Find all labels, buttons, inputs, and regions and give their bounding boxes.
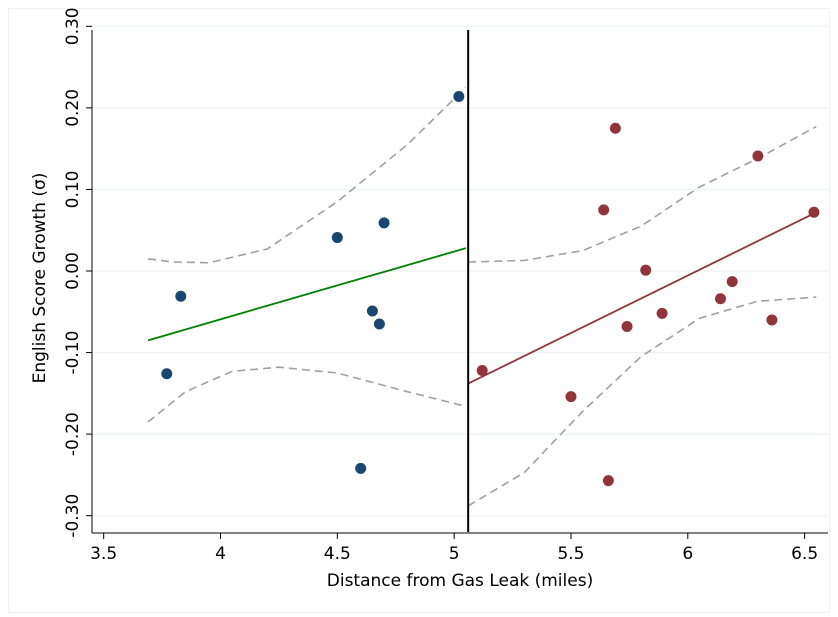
- right-ci-lower: [467, 296, 817, 507]
- right-data-point: [609, 122, 621, 134]
- right-data-point: [476, 365, 488, 377]
- right-data-point: [766, 314, 778, 326]
- right-data-point: [656, 307, 668, 319]
- left-data-point: [453, 90, 465, 102]
- right-data-point: [621, 320, 633, 332]
- axes: -0.30 -0.20 -0.10 0.00 0.10 0.20 0.30 3.5 4 4.5 5 5…: [63, 7, 828, 564]
- grid-lines: [92, 25, 828, 517]
- x-tick-label: 4: [215, 544, 226, 564]
- right-data-point: [602, 475, 614, 487]
- left-data-point: [355, 462, 367, 474]
- left-data-point: [373, 318, 385, 330]
- y-tick-label: 0.10: [63, 171, 83, 209]
- y-tick-label: -0.10: [63, 331, 83, 375]
- left-fit-line: [147, 247, 467, 342]
- right-data-point: [640, 264, 652, 276]
- scatter-points: [161, 90, 820, 487]
- right-data-point: [715, 293, 727, 305]
- right-data-point: [598, 204, 610, 216]
- x-axis-title: Distance from Gas Leak (miles): [327, 571, 593, 591]
- right-data-point: [752, 150, 764, 162]
- y-tick-label: -0.30: [63, 494, 83, 538]
- x-tick-label: 6: [682, 544, 693, 564]
- y-tick-label: 0.20: [63, 89, 83, 127]
- left-ci-upper: [148, 86, 467, 264]
- x-tick-label: 5.5: [557, 544, 584, 564]
- y-tick-label: 0.00: [63, 252, 83, 290]
- left-data-point: [378, 217, 390, 229]
- y-tick-label: -0.20: [63, 412, 83, 456]
- right-data-point: [565, 391, 577, 403]
- left-data-point: [161, 368, 173, 380]
- left-data-point: [331, 232, 343, 244]
- x-tick-label: 6.5: [791, 544, 818, 564]
- fit-lines: [147, 211, 817, 385]
- right-data-point: [726, 276, 738, 288]
- y-tick-label: 0.30: [63, 7, 83, 45]
- x-tick-label: 4.5: [324, 544, 351, 564]
- left-data-point: [175, 290, 187, 302]
- left-data-point: [366, 305, 378, 317]
- y-axis-title: English Score Growth (σ): [30, 173, 50, 384]
- right-data-point: [808, 206, 820, 218]
- right-fit-line: [467, 211, 817, 385]
- left-ci-lower: [147, 366, 466, 423]
- right-ci-upper: [468, 125, 817, 263]
- x-tick-label: 3.5: [90, 544, 117, 564]
- x-tick-label: 5: [449, 544, 460, 564]
- chart-frame: [8, 8, 830, 613]
